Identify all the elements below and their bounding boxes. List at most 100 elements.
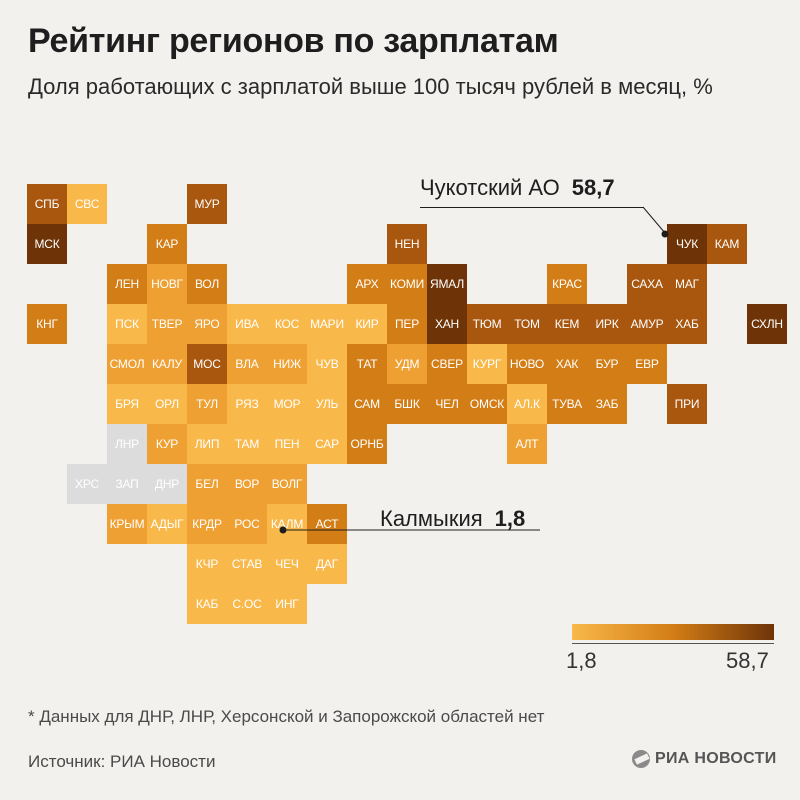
region-tile: УДМ [387,344,427,384]
region-tile: КРДР [187,504,227,544]
region-tile: СТАВ [227,544,267,584]
ria-logo-icon [632,750,650,768]
region-tile: ЗАП [107,464,147,504]
region-tile: КЕМ [547,304,587,344]
region-tile: МУР [187,184,227,224]
region-tile: СВС [67,184,107,224]
region-tile: ИРК [587,304,627,344]
region-tile: БРЯ [107,384,147,424]
region-tile: ТЮМ [467,304,507,344]
region-tile: ПРИ [667,384,707,424]
region-tile: КРАС [547,264,587,304]
page-subtitle: Доля работающих с зарплатой выше 100 тыс… [28,74,713,99]
region-tile: ЧЕЛ [427,384,467,424]
region-tile: ОРЛ [147,384,187,424]
region-tile: БУР [587,344,627,384]
region-tile: МАГ [667,264,707,304]
region-tile: ЯМАЛ [427,264,467,304]
region-tile: КАЛМ [267,504,307,544]
region-tile: ЕВР [627,344,667,384]
region-tile: ЛНР [107,424,147,464]
region-tile: ОРНБ [347,424,387,464]
region-tile: СВЕР [427,344,467,384]
region-tile: СМОЛ [107,344,147,384]
region-tile: С.ОС [227,584,267,624]
region-tile: ТАМ [227,424,267,464]
region-tile: АСТ [307,504,347,544]
region-tile: ЧЕЧ [267,544,307,584]
ria-logo-text: РИА НОВОСТИ [655,750,777,767]
ria-logo: РИА НОВОСТИ [632,750,777,768]
region-tile: НОВГ [147,264,187,304]
region-tile: МОР [267,384,307,424]
region-tile: РОС [227,504,267,544]
region-tile: КЧР [187,544,227,584]
page-title: Рейтинг регионов по зарплатам [28,22,559,60]
region-tile: МАРИ [307,304,347,344]
region-tile: КОС [267,304,307,344]
region-tile: ТАТ [347,344,387,384]
region-tile: КРЫМ [107,504,147,544]
region-tile: ЧУВ [307,344,347,384]
legend-max-label: 58,7 [726,648,769,673]
region-tile: ХАН [427,304,467,344]
region-tile: КОМИ [387,264,427,304]
callout-min-name: Калмыкия [380,506,483,531]
region-tile: КУРГ [467,344,507,384]
callout-max-label: Чукотский АО 58,7 [420,175,615,201]
region-tile: ТВЕР [147,304,187,344]
region-tile: ДАГ [307,544,347,584]
region-tile: ЛИП [187,424,227,464]
region-tile: ВОЛ [187,264,227,304]
region-tile: САХА [627,264,667,304]
region-tile: НОВО [507,344,547,384]
region-tile: КАБ [187,584,227,624]
region-tile: САМ [347,384,387,424]
region-tile: ХАК [547,344,587,384]
region-tile: ЗАБ [587,384,627,424]
footnote: * Данных для ДНР, ЛНР, Херсонской и Запо… [28,707,545,726]
region-tile: АМУР [627,304,667,344]
region-tile: САР [307,424,347,464]
region-tile: ИНГ [267,584,307,624]
region-tile: ЯРО [187,304,227,344]
region-tile: АЛ.К [507,384,547,424]
region-tile: ЛЕН [107,264,147,304]
legend-gradient [572,624,774,640]
callout-min-value: 1,8 [494,506,526,531]
region-tile: ОМСК [467,384,507,424]
region-tile: ВОР [227,464,267,504]
region-tile: КАМ [707,224,747,264]
region-tile: АДЫГ [147,504,187,544]
region-tile: СПБ [27,184,67,224]
legend-axis [572,643,774,644]
region-tile: ТОМ [507,304,547,344]
region-tile: ПЕН [267,424,307,464]
region-tile: ЧУК [667,224,707,264]
region-tile: ХРС [67,464,107,504]
region-tile: НЕН [387,224,427,264]
region-tile: СХЛН [747,304,787,344]
region-tile: КУР [147,424,187,464]
region-tile: УЛЬ [307,384,347,424]
region-tile: ПЕР [387,304,427,344]
callout-max-underline [420,207,644,208]
region-tile: ХАБ [667,304,707,344]
region-tile: ВЛА [227,344,267,384]
region-tile: БЕЛ [187,464,227,504]
legend-min-label: 1,8 [566,648,597,673]
region-tile: ИВА [227,304,267,344]
source-text: Источник: РИА Новости [28,752,216,771]
region-tile: БШК [387,384,427,424]
region-tile: АРХ [347,264,387,304]
region-tile: ТУВА [547,384,587,424]
region-tile: КАЛУ [147,344,187,384]
region-tile: ПСК [107,304,147,344]
region-tile: КИР [347,304,387,344]
region-tile: НИЖ [267,344,307,384]
region-tile: ДНР [147,464,187,504]
region-tile: ТУЛ [187,384,227,424]
region-tile: ВОЛГ [267,464,307,504]
callout-min-label: Калмыкия 1,8 [380,506,525,532]
